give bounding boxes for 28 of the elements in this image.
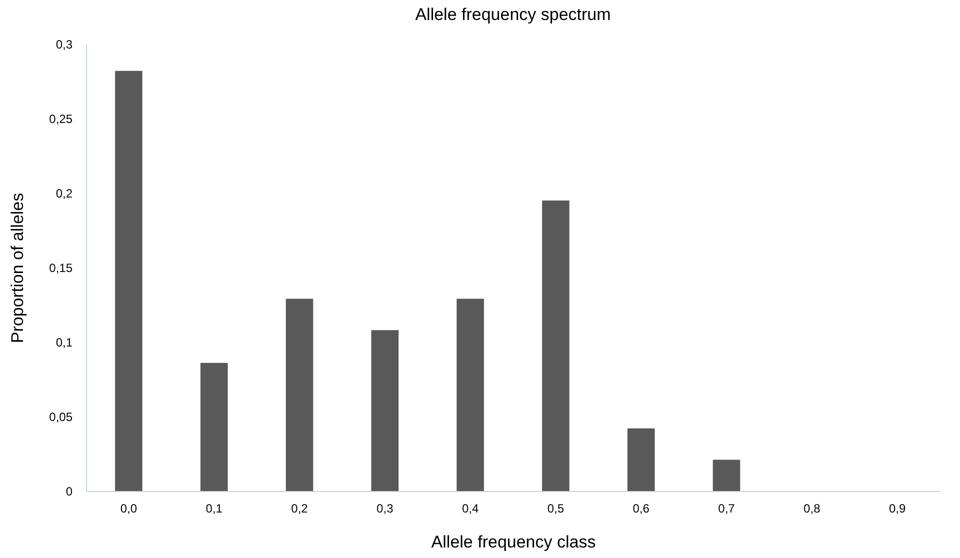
y-axis-title: Proportion of alleles [8,192,28,344]
y-tick-label: 0 [66,484,73,498]
bar [542,200,570,491]
bar [115,70,142,491]
x-tick-label: 0,6 [632,502,650,516]
x-tick-label: 0,7 [718,502,736,516]
x-tick-label: 0,3 [376,502,394,516]
bar [712,460,740,491]
x-tick-label: 0,2 [291,502,308,516]
x-tick-label: 0,5 [547,502,564,516]
x-tick-label: 0,9 [888,502,906,516]
bar [371,330,399,491]
bar [456,298,484,491]
y-tick-label: 0,2 [56,186,73,200]
y-tick-label: 0,25 [49,112,73,126]
x-tick-label: 0,8 [804,502,821,516]
bar [286,298,314,491]
x-tick-label: 0,4 [462,502,479,516]
bar [627,428,655,491]
x-axis-title: Allele frequency class [431,532,596,552]
y-tick-label: 0,05 [49,410,73,424]
x-tick-label: 0,1 [206,502,223,516]
y-tick-label: 0,1 [56,336,73,350]
bar [200,362,228,491]
chart-title: Allele frequency spectrum [415,5,611,24]
y-tick-label: 0,15 [49,261,73,275]
x-tick-label: 0,0 [120,502,138,516]
y-tick-label: 0,3 [56,38,73,52]
